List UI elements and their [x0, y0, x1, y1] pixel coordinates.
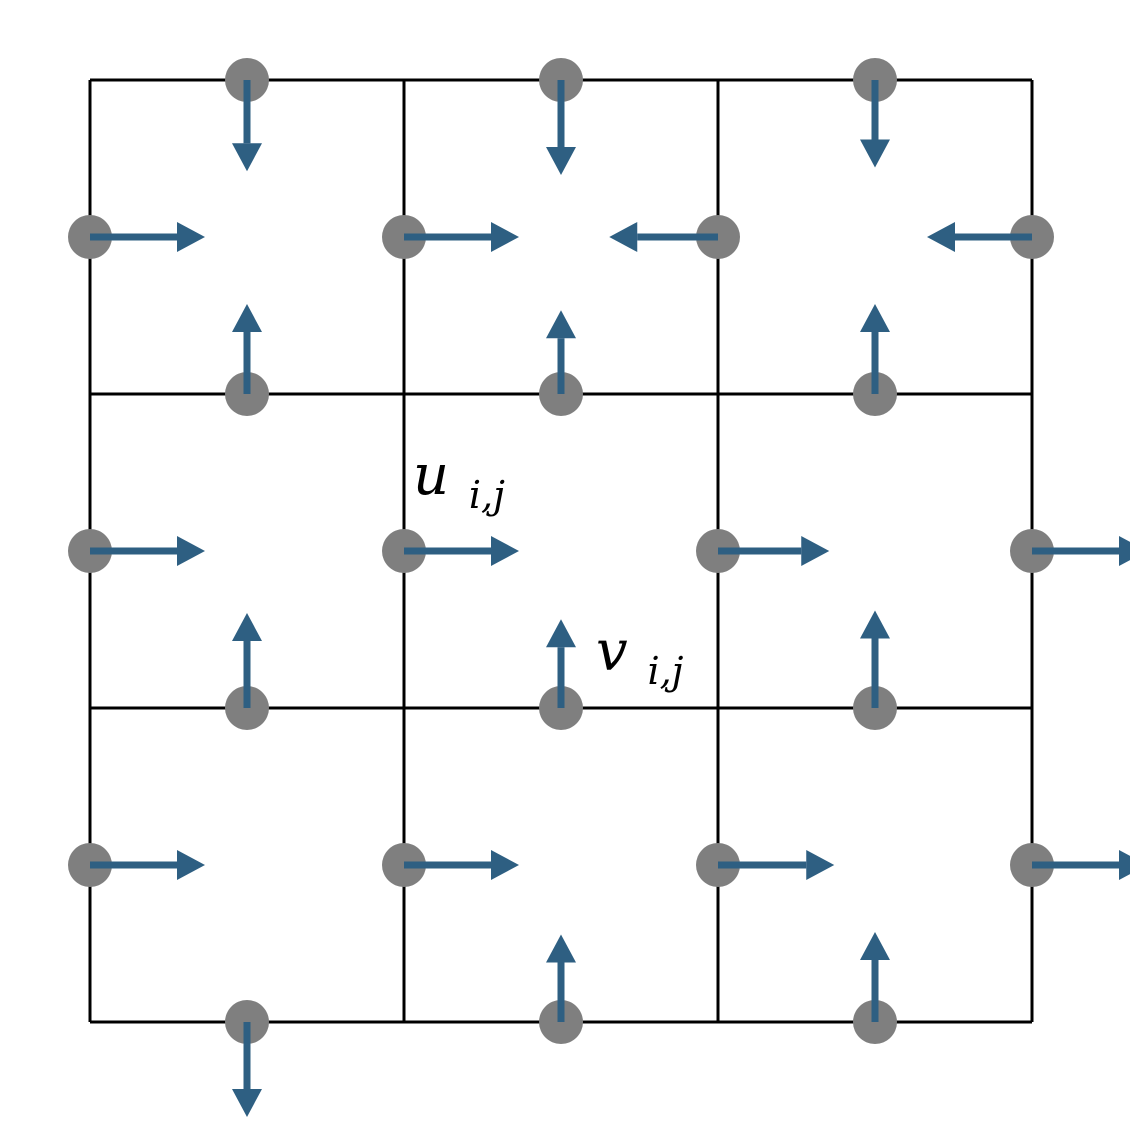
v-node-top-col0-arrow-head [232, 143, 262, 172]
v-node-top-col1-arrow-head [546, 147, 576, 175]
u-node-row1-col0-arrow-head [177, 222, 205, 252]
v-node-row1-col1-arrow-head [546, 310, 576, 339]
u-node-row2-col0-arrow-head [177, 536, 205, 566]
u-node-row1-col3-arrow [927, 222, 1032, 252]
v-node-bottom-col0-arrow [232, 1022, 262, 1117]
v-node-row1-col0-arrow [232, 304, 262, 394]
v-node-row2-col2-arrow-head [860, 610, 890, 639]
u-subscript: i,j [469, 473, 505, 517]
v-symbol: v [596, 619, 628, 684]
v-node-bottom-col1-arrow [546, 934, 576, 1022]
v-node-top-col2-arrow [860, 80, 890, 168]
v-node-row2-col0-arrow-head [232, 613, 262, 641]
v-node-row1-col1-arrow [546, 310, 576, 394]
u-ij-label: u i,j [413, 443, 505, 517]
v-node-top-col1-arrow [546, 80, 576, 175]
u-node-row2-col2-arrow-head [801, 536, 830, 566]
u-node-row2-col3-arrow-head [1119, 536, 1130, 566]
v-node-row2-col2-arrow [860, 610, 890, 708]
velocity-nodes [68, 58, 1054, 1044]
v-node-row2-col1-arrow [546, 619, 576, 708]
u-node-row1-col3-arrow-head [927, 222, 955, 252]
u-node-row3-col0-arrow [90, 850, 205, 880]
v-node-top-col2-arrow-head [860, 139, 890, 168]
v-node-row1-col2-arrow [860, 304, 890, 394]
u-node-row3-col1-arrow [404, 850, 519, 880]
v-node-row1-col0-arrow-head [232, 304, 262, 332]
u-node-row1-col1-arrow-head [491, 222, 519, 252]
u-node-row2-col3-arrow [1032, 536, 1130, 566]
u-node-row2-col2-arrow [718, 536, 830, 566]
u-node-row3-col3-arrow-head [1119, 850, 1130, 880]
u-node-row2-col1-arrow [404, 536, 519, 566]
v-node-bottom-col1-arrow-head [546, 934, 576, 963]
svg-text:u i,j: u i,j [413, 443, 505, 517]
v-node-bottom-col2-arrow-head [860, 932, 890, 960]
v-ij-label: v i,j [596, 619, 684, 693]
u-node-row3-col2-arrow-head [806, 850, 835, 880]
u-node-row1-col0-arrow [90, 222, 205, 252]
u-symbol: u [413, 443, 449, 508]
u-node-row2-col0-arrow [90, 536, 205, 566]
v-node-row2-col1-arrow-head [546, 619, 576, 648]
u-node-row3-col1-arrow-head [491, 850, 519, 880]
v-node-row2-col0-arrow [232, 613, 262, 708]
u-node-row2-col1-arrow-head [491, 536, 519, 566]
v-node-bottom-col2-arrow [860, 932, 890, 1022]
v-node-bottom-col0-arrow-head [232, 1089, 262, 1117]
u-node-row3-col3-arrow [1032, 850, 1130, 880]
v-node-row1-col2-arrow-head [860, 304, 890, 332]
svg-text:v i,j: v i,j [596, 619, 684, 693]
velocity-arrows [90, 80, 1130, 1117]
u-node-row3-col0-arrow-head [177, 850, 205, 880]
u-node-row1-col1-arrow [404, 222, 519, 252]
u-node-row3-col2-arrow [718, 850, 835, 880]
v-node-top-col0-arrow [232, 80, 262, 172]
v-subscript: i,j [647, 649, 683, 693]
u-node-row1-col2-arrow [609, 222, 718, 252]
u-node-row1-col2-arrow-head [609, 222, 638, 252]
